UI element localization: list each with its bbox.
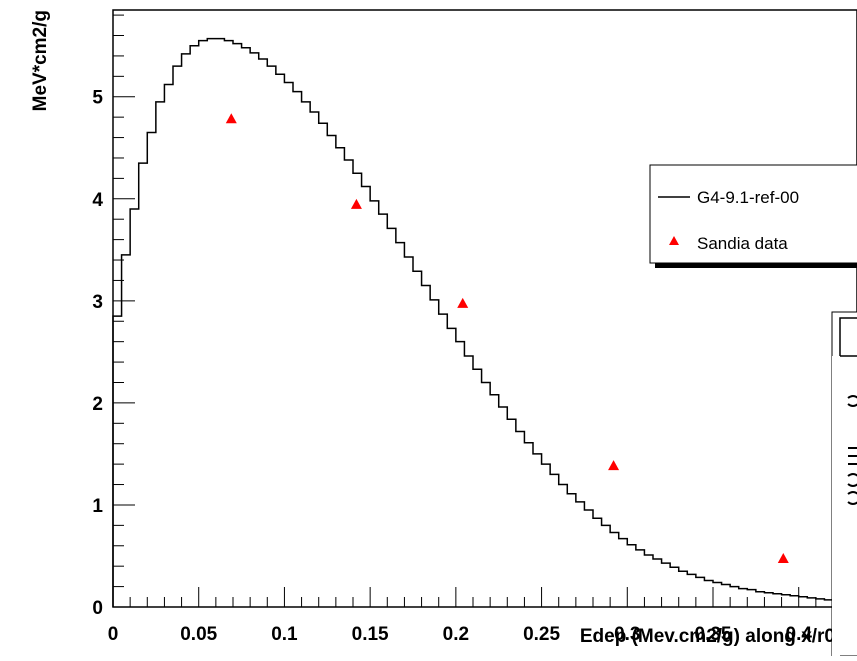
x-tick-label: 0.05 bbox=[180, 624, 217, 645]
sandia-data-point bbox=[457, 297, 469, 308]
x-tick-label: 0.35 bbox=[695, 624, 732, 645]
sandia-data-point bbox=[608, 460, 620, 471]
sandia-data-point bbox=[350, 198, 362, 209]
axis-ticks bbox=[112, 14, 834, 608]
y-tick-label: 5 bbox=[92, 88, 103, 109]
x-tick-label: 0.25 bbox=[523, 624, 560, 645]
y-tick-label: 0 bbox=[92, 598, 103, 619]
x-tick-label: 0.15 bbox=[352, 624, 389, 645]
y-tick-label: 4 bbox=[92, 190, 103, 211]
legend-box bbox=[649, 164, 857, 264]
x-tick-labels: 0 0.05 0.1 0.15 0.2 0.25 0.3 0.35 0.4 bbox=[108, 624, 813, 645]
x-axis-title: Edep (Mev.cm2/g) along x/r0 bbox=[580, 626, 835, 647]
y-tick-label: 1 bbox=[92, 496, 103, 517]
x-tick-label: 0 bbox=[108, 624, 119, 645]
stats-glyph-2 bbox=[848, 447, 857, 465]
stats-glyph-1 bbox=[847, 395, 857, 407]
plot-frame bbox=[112, 9, 857, 608]
x-tick-label: 0.4 bbox=[786, 624, 813, 645]
legend-triangle-marker bbox=[669, 236, 679, 245]
stats-box-header bbox=[839, 317, 857, 357]
y-tick-label: 2 bbox=[92, 394, 103, 415]
legend-label-sandia: Sandia data bbox=[697, 234, 788, 253]
y-axis-title: MeV*cm2/g bbox=[30, 10, 51, 111]
sandia-data-point bbox=[777, 553, 789, 564]
series-markers-sandia bbox=[225, 113, 789, 564]
stats-box-shade bbox=[832, 356, 840, 656]
legend-label-g4: G4-9.1-ref-00 bbox=[697, 188, 799, 207]
x-tick-label: 0.1 bbox=[271, 624, 298, 645]
y-tick-label: 3 bbox=[92, 292, 103, 313]
series-line-g4 bbox=[112, 37, 833, 607]
sandia-data-point bbox=[225, 113, 237, 124]
legend: G4-9.1-ref-00 Sandia data bbox=[649, 164, 857, 268]
stats-glyph-3 bbox=[847, 473, 857, 487]
stats-glyph-4 bbox=[847, 491, 857, 505]
x-tick-label: 0.3 bbox=[614, 624, 640, 645]
x-tick-label: 0.2 bbox=[443, 624, 469, 645]
stats-box-partial bbox=[831, 311, 857, 657]
y-tick-labels: 0 1 2 3 4 5 bbox=[92, 88, 103, 619]
